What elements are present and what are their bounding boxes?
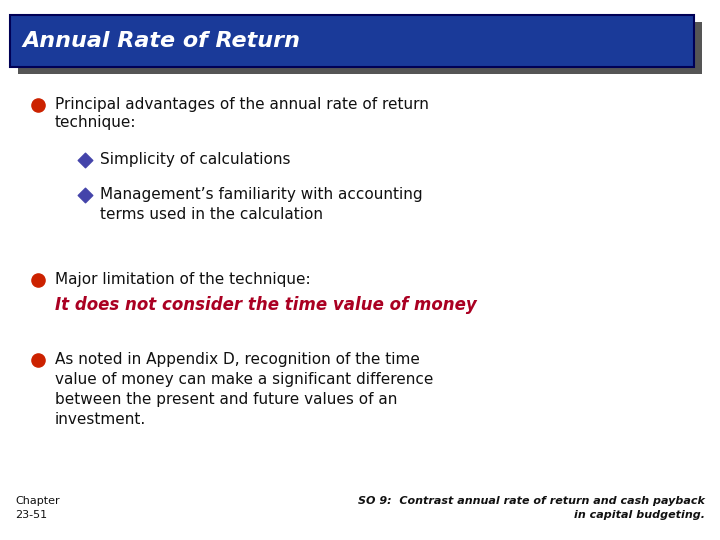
Text: Chapter: Chapter <box>15 496 60 506</box>
Text: terms used in the calculation: terms used in the calculation <box>100 207 323 222</box>
Point <box>79 156 91 164</box>
Text: value of money can make a significant difference: value of money can make a significant di… <box>55 372 433 387</box>
Point <box>79 191 91 199</box>
Text: 23-51: 23-51 <box>15 510 47 520</box>
Text: It does not consider the time value of money: It does not consider the time value of m… <box>55 296 477 314</box>
Text: Management’s familiarity with accounting: Management’s familiarity with accounting <box>100 187 423 202</box>
Text: investment.: investment. <box>55 412 146 427</box>
Point <box>32 356 44 364</box>
Text: Principal advantages of the annual rate of return: Principal advantages of the annual rate … <box>55 97 429 112</box>
Text: in capital budgeting.: in capital budgeting. <box>574 510 705 520</box>
Text: Simplicity of calculations: Simplicity of calculations <box>100 152 290 167</box>
Text: technique:: technique: <box>55 115 137 130</box>
Point <box>32 276 44 285</box>
FancyBboxPatch shape <box>18 22 702 74</box>
Text: between the present and future values of an: between the present and future values of… <box>55 392 397 407</box>
FancyBboxPatch shape <box>10 15 694 67</box>
Point <box>32 100 44 109</box>
Text: Major limitation of the technique:: Major limitation of the technique: <box>55 272 310 287</box>
Text: SO 9:  Contrast annual rate of return and cash payback: SO 9: Contrast annual rate of return and… <box>358 496 705 506</box>
Text: Annual Rate of Return: Annual Rate of Return <box>22 31 300 51</box>
Text: As noted in Appendix D, recognition of the time: As noted in Appendix D, recognition of t… <box>55 352 420 367</box>
